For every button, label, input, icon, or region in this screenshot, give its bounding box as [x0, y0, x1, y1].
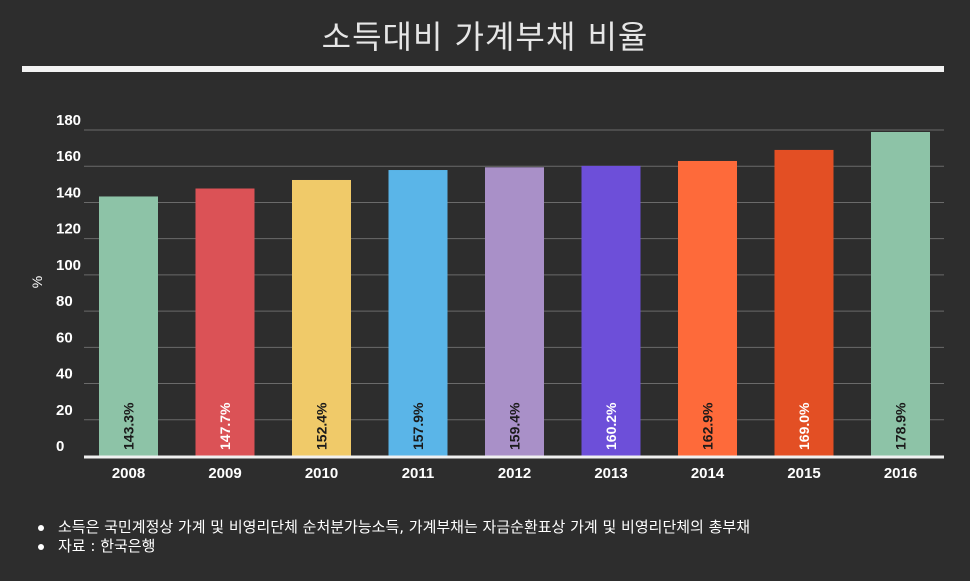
bar-2014 — [678, 160, 737, 456]
data-label-2015: 169.0% — [796, 402, 812, 450]
y-tick-label: 120 — [56, 221, 81, 238]
y-tick-label: 80 — [56, 293, 73, 310]
bar-2008 — [99, 196, 158, 456]
x-tick-label: 2011 — [402, 465, 435, 482]
data-label-2014: 162.9% — [700, 402, 716, 450]
bars — [99, 131, 930, 457]
bar-2011 — [388, 170, 448, 456]
footnotes: 소득은 국민계정상 가계 및 비영리단체 순처분가능소득, 가계부채는 자금순환… — [38, 518, 750, 556]
x-tick-label: 2016 — [884, 465, 917, 482]
x-tick-label: 2008 — [112, 465, 145, 482]
y-axis-ticks: 0 20 40 60 80 100 120 140 160 180 — [56, 112, 81, 455]
y-tick-label: 60 — [56, 329, 73, 346]
x-axis-ticks: 2008 2009 2010 2011 2012 2013 2014 2015 2016 — [112, 465, 917, 482]
data-label-2016: 178.9% — [893, 402, 909, 450]
x-tick-label: 2014 — [691, 465, 725, 482]
y-tick-label: 160 — [56, 148, 81, 165]
data-label-2010: 152.4% — [314, 402, 330, 450]
bar-2010 — [292, 179, 351, 456]
data-label-2008: 143.3% — [121, 402, 137, 450]
data-label-2009: 147.7% — [217, 402, 233, 450]
data-label-2011: 157.9% — [410, 402, 426, 450]
bar-2009 — [195, 188, 255, 456]
bar-2015 — [774, 149, 834, 456]
data-labels: 143.3% 147.7% 152.4% 157.9% 159.4% 160.2% 162.… — [121, 402, 909, 450]
x-tick-label: 2009 — [208, 465, 241, 482]
y-tick-label: 180 — [56, 112, 81, 129]
y-tick-label: 20 — [56, 402, 73, 419]
chart-title: 소득대비 가계부채 비율 — [321, 18, 649, 56]
bar-2012 — [485, 167, 544, 456]
y-tick-label: 140 — [56, 184, 81, 201]
x-tick-label: 2013 — [594, 465, 627, 482]
footnote-definition: 소득은 국민계정상 가계 및 비영리단체 순처분가능소득, 가계부채는 자금순환… — [38, 518, 750, 537]
x-tick-label: 2010 — [305, 465, 338, 482]
bar-2013 — [581, 165, 641, 457]
y-axis-label: % — [29, 276, 45, 288]
y-tick-label: 100 — [56, 257, 81, 274]
y-tick-label: 0 — [56, 438, 64, 455]
bar-2016 — [871, 131, 930, 456]
y-tick-label: 40 — [56, 366, 73, 383]
title-divider — [22, 66, 944, 72]
data-label-2013: 160.2% — [603, 402, 619, 450]
x-tick-label: 2015 — [787, 465, 820, 482]
data-label-2012: 159.4% — [507, 402, 523, 450]
footnote-source: 자료 : 한국은행 — [38, 537, 750, 556]
x-tick-label: 2012 — [498, 465, 531, 482]
